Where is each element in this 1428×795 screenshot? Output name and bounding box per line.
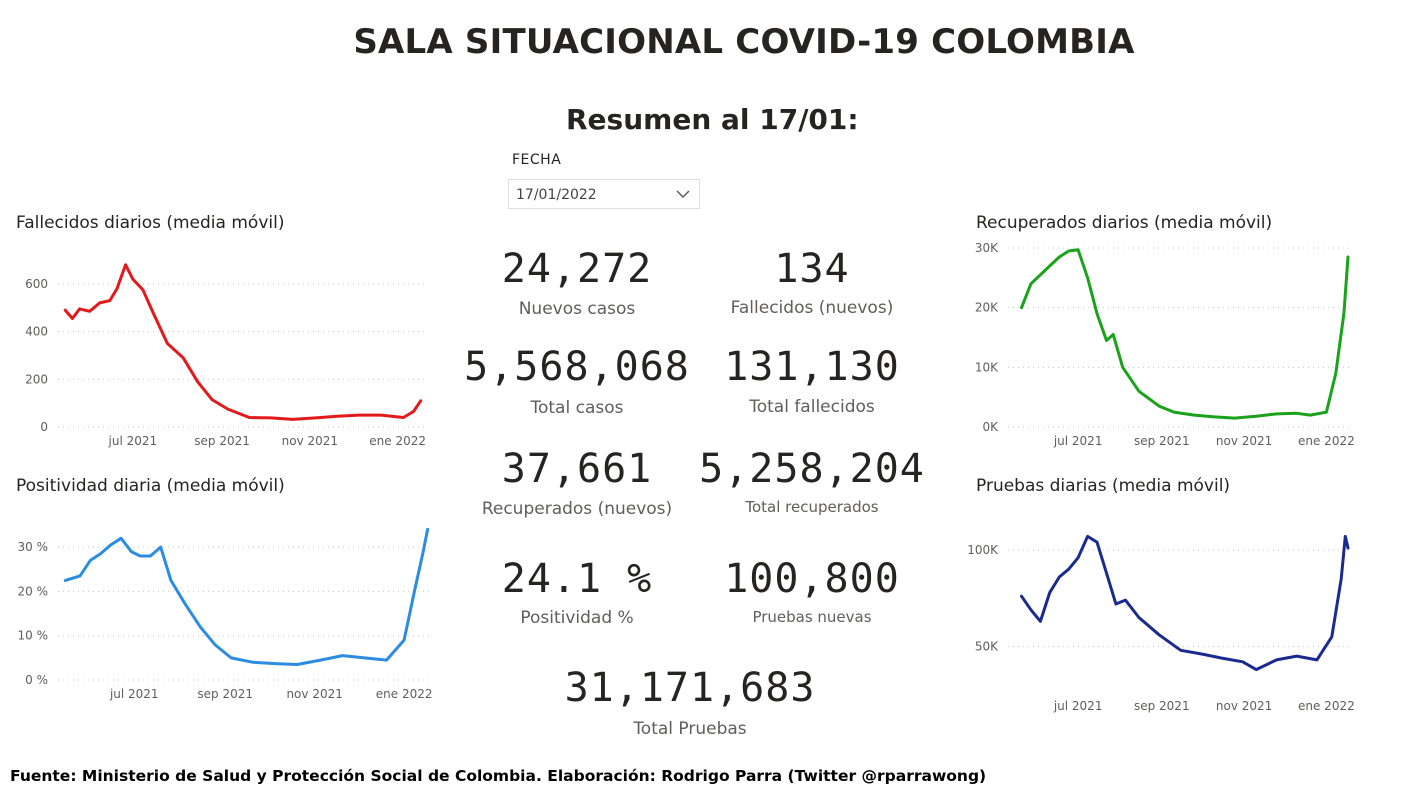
y-tick-label: 0 [40, 420, 48, 434]
y-tick-label: 30 % [18, 540, 49, 554]
x-tick-label: sep 2021 [194, 434, 250, 448]
kpi-total-pruebas-label: Total Pruebas [633, 719, 747, 739]
kpi-total-casos-value: 5,568,068 [464, 344, 690, 390]
fallecidos-line-chart: 0 200 400 600 jul 2021 sep 2021 nov 2021 ene 20… [25, 263, 426, 448]
y-tick-label: 400 [25, 325, 48, 339]
kpi-recuperados-nuevos-value: 37,661 [501, 446, 653, 492]
y-tick-label: 0K [982, 420, 999, 434]
y-tick-label: 30K [975, 241, 999, 255]
y-tick-label: 10K [975, 360, 999, 374]
kpi-nuevos-casos-value: 24,272 [501, 246, 653, 292]
kpi-positividad-label: Positividad % [520, 608, 634, 628]
x-tick-label: jul 2021 [1053, 434, 1103, 448]
x-tick-label: nov 2021 [1216, 699, 1272, 713]
x-tick-label: jul 2021 [108, 434, 158, 448]
series-line-pruebas [1020, 534, 1350, 672]
kpi-total-fallecidos-value: 131,130 [724, 344, 900, 390]
date-filter-dropdown[interactable]: 17/01/2022 [508, 179, 700, 209]
y-tick-label: 100K [967, 543, 999, 557]
pruebas-line-chart: 50K 100K jul 2021 sep 2021 nov 2021 ene 2022 [967, 534, 1355, 713]
x-tick-label: jul 2021 [109, 687, 159, 701]
y-tick-label: 200 [25, 372, 48, 386]
chart-title-recuperados: Recuperados diarios (media móvil) [976, 213, 1273, 233]
kpi-fallecidos-nuevos-label: Fallecidos (nuevos) [730, 298, 894, 318]
chevron-down-icon[interactable] [675, 186, 691, 206]
kpi-total-pruebas-value: 31,171,683 [564, 665, 816, 711]
kpi-nuevos-casos-label: Nuevos casos [518, 299, 636, 319]
x-tick-label: ene 2022 [1298, 699, 1355, 713]
kpi-recuperados-nuevos-label: Recuperados (nuevos) [481, 499, 673, 519]
source-footer: Fuente: Ministerio de Salud y Protección… [10, 767, 987, 785]
y-tick-label: 600 [25, 277, 48, 291]
x-tick-label: nov 2021 [282, 434, 338, 448]
y-tick-label: 10 % [18, 629, 49, 643]
x-tick-label: sep 2021 [197, 687, 253, 701]
kpi-total-fallecidos-label: Total fallecidos [749, 397, 875, 417]
x-tick-label: sep 2021 [1134, 699, 1190, 713]
page-title: SALA SITUACIONAL COVID-19 COLOMBIA [353, 22, 1135, 62]
x-tick-label: jul 2021 [1053, 699, 1103, 713]
x-tick-label: ene 2022 [376, 687, 433, 701]
series-line-positividad [63, 527, 430, 666]
y-tick-label: 0 % [25, 673, 48, 687]
kpi-total-recuperados-value: 5,258,204 [699, 446, 925, 492]
x-tick-label: sep 2021 [1134, 434, 1190, 448]
y-tick-label: 50K [975, 639, 999, 653]
kpi-pruebas-nuevas-label: Pruebas nuevas [752, 608, 872, 626]
series-line-fallecidos [63, 263, 423, 421]
chart-title-pruebas: Pruebas diarias (media móvil) [976, 476, 1231, 496]
summary-subtitle: Resumen al 17/01: [566, 103, 859, 136]
chart-title-fallecidos: Fallecidos diarios (media móvil) [16, 213, 285, 233]
kpi-total-recuperados-label: Total recuperados [745, 498, 879, 516]
chart-title-positividad: Positividad diaria (media móvil) [16, 476, 285, 496]
positividad-line-chart: 0 % 10 % 20 % 30 % jul 2021 sep 2021 nov 2021 e… [18, 527, 433, 701]
kpi-positividad-value: 24.1 % [501, 556, 653, 602]
kpi-fallecidos-nuevos-value: 134 [774, 246, 850, 292]
kpi-pruebas-nuevas-value: 100,800 [724, 556, 900, 602]
date-filter-label: FECHA [512, 152, 562, 168]
kpi-total-casos-label: Total casos [530, 398, 624, 418]
y-tick-label: 20 % [18, 584, 49, 598]
series-line-recuperados [1020, 248, 1350, 420]
x-tick-label: nov 2021 [286, 687, 342, 701]
recuperados-line-chart: 0K 10K 20K 30K jul 2021 sep 2021 nov 2021 ene 2… [975, 241, 1355, 448]
x-tick-label: ene 2022 [369, 434, 426, 448]
x-tick-label: ene 2022 [1298, 434, 1355, 448]
y-tick-label: 20K [975, 301, 999, 315]
date-filter-value: 17/01/2022 [516, 187, 597, 203]
x-tick-label: nov 2021 [1216, 434, 1272, 448]
